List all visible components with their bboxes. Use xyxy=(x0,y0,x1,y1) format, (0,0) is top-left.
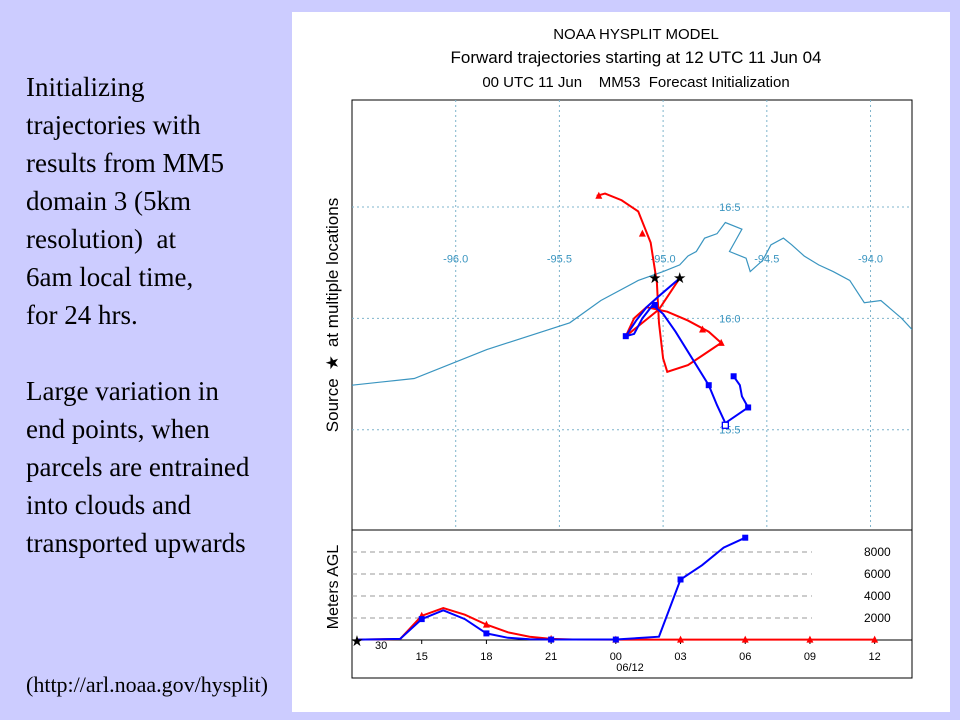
description-line: Large variation in xyxy=(26,376,219,406)
time-tick-label: 21 xyxy=(545,651,557,663)
height-start-label: 30 xyxy=(375,640,387,652)
time-tick-label: 00 xyxy=(610,651,622,663)
height-y-label: Meters AGL xyxy=(325,545,342,630)
blue-trajectory-marker xyxy=(622,333,629,340)
description-line: end points, when xyxy=(26,414,210,444)
map-y-label-source: Source xyxy=(323,378,342,432)
time-tick-label: 12 xyxy=(869,651,881,663)
height-series: ★ xyxy=(350,534,879,650)
description-line: trajectories with xyxy=(26,110,201,140)
blue-height-marker xyxy=(612,636,619,643)
description-paragraph-2: Large variation in end points, when parcel… xyxy=(26,372,296,562)
height-tick-label: 8000 xyxy=(864,545,891,559)
time-tick-label: 15 xyxy=(416,651,428,663)
description-line: 6am local time, xyxy=(26,262,194,292)
blue-height-line xyxy=(356,536,746,641)
source-url: (http://arl.noaa.gov/hysplit) xyxy=(26,672,268,697)
red-trajectory-marker xyxy=(595,191,603,199)
date-label: 06/12 xyxy=(616,662,644,674)
trajectories: ★ ★ xyxy=(595,191,752,429)
longitude-label: -94.5 xyxy=(754,254,779,266)
latitude-label: 16.0 xyxy=(719,313,740,325)
red-trajectory-marker xyxy=(638,229,646,237)
latitude-label: 16.5 xyxy=(719,202,740,214)
description-line: domain 3 (5km xyxy=(26,186,191,216)
red-height-marker xyxy=(482,620,490,628)
blue-height-marker xyxy=(677,576,684,583)
height-source-star: ★ xyxy=(350,633,363,650)
coastline xyxy=(352,221,912,386)
height-y-label-text: Meters AGL xyxy=(325,545,342,630)
description-line: transported upwards xyxy=(26,528,246,558)
slide-description: Initializing trajectories with results fro… xyxy=(26,68,296,562)
map-gridlines xyxy=(352,100,912,530)
longitude-label: -95.5 xyxy=(547,254,572,266)
blue-trajectory-end-marker xyxy=(721,421,729,429)
time-tick-label: 09 xyxy=(804,651,816,663)
red-trajectory-marker xyxy=(699,325,707,333)
map-frame xyxy=(351,99,913,531)
paragraph-gap xyxy=(26,334,296,372)
red-trajectory-line xyxy=(596,192,723,374)
chart-subtitle: Forward trajectories starting at 12 UTC … xyxy=(450,48,821,67)
longitude-label: -94.0 xyxy=(858,254,883,266)
chart-title: NOAA HYSPLIT MODEL xyxy=(553,26,719,43)
map-y-label-rest: at multiple locations xyxy=(323,198,342,347)
height-tick-label: 4000 xyxy=(864,589,891,603)
map-y-label: Source ★ at multiple locations xyxy=(323,198,342,432)
blue-trajectory-marker xyxy=(730,373,737,380)
red-height-marker xyxy=(677,635,685,643)
blue-height-marker xyxy=(742,534,749,541)
map-plot: -96.0 -95.5 -95.0 -94.5 -94.016.516.015.5 ★ ★ xyxy=(351,99,913,531)
description-line: parcels are entrained xyxy=(26,452,250,482)
source-star: ★ xyxy=(673,270,686,287)
height-tick-label: 2000 xyxy=(864,611,891,625)
height-plot: 2000 4000 6000 8000 15 18 21 00 03 06 09 12 ★ xyxy=(350,529,913,679)
longitude-label: -95.0 xyxy=(651,254,676,266)
blue-trajectory-marker xyxy=(745,404,752,411)
hysplit-figure: NOAA HYSPLIT MODEL Forward trajectories … xyxy=(323,26,913,679)
map-y-label-star: ★ xyxy=(323,355,342,370)
time-tick-label: 18 xyxy=(480,651,492,663)
red-height-marker xyxy=(741,635,749,643)
blue-height-marker xyxy=(548,636,555,643)
chart-subtitle-2: 00 UTC 11 Jun MM53 Forecast Initializati… xyxy=(482,74,789,91)
blue-trajectory-marker xyxy=(705,382,712,389)
coastline-line xyxy=(352,221,912,386)
description-line: for 24 hrs. xyxy=(26,300,138,330)
time-tick-label: 06 xyxy=(739,651,751,663)
blue-height-marker xyxy=(418,616,425,623)
blue-height-marker xyxy=(483,630,490,637)
map-y-label-text: Source ★ at multiple locations xyxy=(323,198,342,432)
map-grid-labels: -96.0 -95.5 -95.0 -94.5 -94.016.516.015.5 xyxy=(443,202,883,437)
description-line: into clouds and xyxy=(26,490,191,520)
description-line: results from MM5 xyxy=(26,148,224,178)
height-tick-label: 6000 xyxy=(864,567,891,581)
red-height-marker xyxy=(806,635,814,643)
red-trajectory-marker xyxy=(717,338,725,346)
height-frame xyxy=(351,529,913,679)
source-star: ★ xyxy=(648,270,661,287)
hysplit-figure-panel: NOAA HYSPLIT MODEL Forward trajectories … xyxy=(292,12,950,712)
blue-trajectory-marker xyxy=(651,301,658,308)
description-line: Initializing xyxy=(26,72,145,102)
description-line: resolution) at xyxy=(26,224,176,254)
red-height-line xyxy=(356,607,875,641)
longitude-label: -96.0 xyxy=(443,254,468,266)
time-tick-label: 03 xyxy=(674,651,686,663)
description-paragraph-1: Initializing trajectories with results fro… xyxy=(26,68,296,334)
height-axis-ticks: 15 18 21 00 03 06 09 12 xyxy=(416,640,881,663)
red-height-marker xyxy=(871,635,879,643)
